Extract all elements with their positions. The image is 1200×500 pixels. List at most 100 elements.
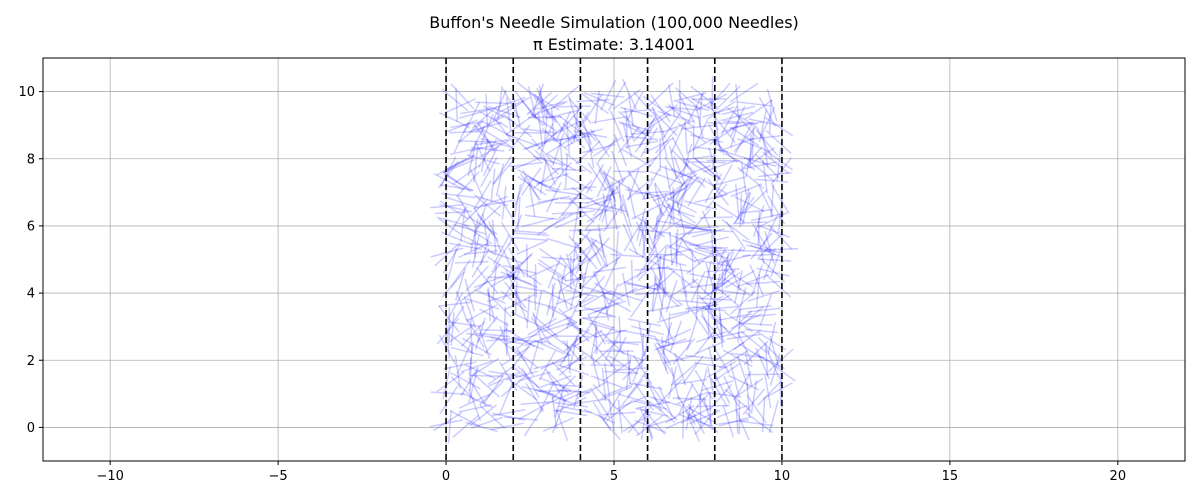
needle — [643, 417, 677, 429]
needle — [443, 159, 475, 174]
needle — [736, 331, 753, 363]
needle — [735, 400, 739, 434]
needle — [538, 84, 547, 118]
needle — [747, 135, 781, 141]
x-tick-label: −5 — [269, 469, 288, 484]
needle — [569, 198, 595, 224]
needle — [694, 250, 728, 262]
needle — [725, 221, 746, 250]
needle — [594, 300, 627, 314]
needle — [728, 374, 760, 391]
needle — [684, 303, 719, 311]
needle — [717, 148, 751, 161]
needle — [492, 155, 512, 185]
needle — [489, 336, 524, 345]
needle — [535, 388, 568, 402]
needle — [688, 305, 709, 335]
needle — [495, 100, 525, 120]
needle — [597, 413, 621, 441]
needle — [615, 185, 630, 218]
needle — [567, 95, 579, 129]
needle — [571, 186, 601, 207]
needle — [513, 264, 542, 286]
needle — [450, 259, 471, 288]
needle — [646, 380, 663, 412]
needle — [583, 93, 604, 123]
needle — [670, 167, 702, 184]
needle — [637, 256, 663, 282]
needle — [636, 208, 646, 241]
needle — [658, 309, 674, 341]
needle — [653, 110, 678, 137]
needle — [522, 128, 557, 134]
needle — [572, 398, 607, 405]
needle — [530, 92, 560, 111]
needle — [737, 166, 765, 190]
needle — [503, 306, 507, 341]
needle — [468, 389, 482, 422]
needle — [476, 315, 499, 344]
needle — [450, 410, 481, 428]
needle — [686, 252, 714, 275]
needle — [745, 373, 779, 376]
needle — [694, 361, 728, 369]
needle — [648, 82, 674, 107]
needle — [662, 256, 667, 291]
needle — [651, 106, 666, 139]
needle — [748, 118, 782, 127]
needle — [750, 380, 758, 414]
needle — [554, 385, 566, 418]
needle — [541, 321, 575, 333]
needle — [445, 324, 475, 345]
x-axis: −10 −5 0 5 10 15 20 — [96, 461, 1126, 484]
needle — [551, 276, 582, 294]
needle — [468, 370, 478, 404]
needle — [502, 264, 537, 274]
needle — [572, 329, 603, 348]
needle — [450, 346, 484, 357]
needle — [546, 389, 578, 405]
needle — [603, 360, 632, 382]
needle — [524, 333, 557, 347]
needle — [642, 168, 660, 199]
needle — [633, 116, 657, 143]
needle — [701, 312, 716, 344]
needle — [436, 216, 470, 227]
needle — [596, 166, 612, 198]
needle — [678, 383, 694, 416]
needle — [757, 171, 792, 178]
needle — [730, 105, 746, 137]
needle — [461, 392, 493, 409]
needle — [696, 330, 729, 343]
needle — [615, 395, 648, 411]
needle — [520, 400, 555, 405]
needle — [445, 325, 451, 359]
needle — [713, 373, 731, 405]
needle — [712, 288, 747, 296]
needle — [654, 338, 687, 351]
needle — [492, 157, 516, 185]
needle — [586, 204, 617, 223]
needle — [618, 179, 623, 214]
y-tick-label: 2 — [27, 354, 35, 369]
needle — [651, 277, 657, 311]
needle — [626, 282, 660, 291]
needle — [684, 354, 719, 360]
needle — [568, 235, 591, 262]
needle — [512, 338, 547, 344]
needle — [559, 138, 564, 173]
needle — [647, 141, 670, 169]
needle — [444, 154, 476, 171]
needle — [564, 152, 593, 175]
needle — [448, 242, 483, 251]
needle — [705, 183, 728, 211]
needle — [483, 374, 505, 404]
needle — [689, 282, 724, 289]
needle — [536, 172, 569, 185]
needle — [694, 193, 728, 204]
needle — [618, 110, 645, 135]
needle — [521, 217, 555, 228]
needle — [620, 122, 652, 139]
needle — [457, 195, 476, 226]
needle — [593, 343, 617, 370]
